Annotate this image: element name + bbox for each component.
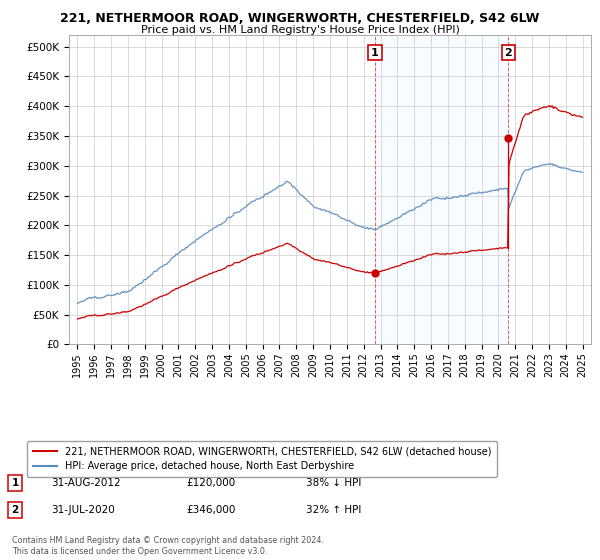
- Text: 2: 2: [11, 505, 19, 515]
- Text: Contains HM Land Registry data © Crown copyright and database right 2024.
This d: Contains HM Land Registry data © Crown c…: [12, 536, 324, 556]
- Text: 221, NETHERMOOR ROAD, WINGERWORTH, CHESTERFIELD, S42 6LW: 221, NETHERMOOR ROAD, WINGERWORTH, CHEST…: [61, 12, 539, 25]
- Text: Price paid vs. HM Land Registry's House Price Index (HPI): Price paid vs. HM Land Registry's House …: [140, 25, 460, 35]
- Text: £346,000: £346,000: [186, 505, 235, 515]
- Text: 2: 2: [505, 48, 512, 58]
- Legend: 221, NETHERMOOR ROAD, WINGERWORTH, CHESTERFIELD, S42 6LW (detached house), HPI: : 221, NETHERMOOR ROAD, WINGERWORTH, CHEST…: [27, 441, 497, 477]
- Text: £120,000: £120,000: [186, 478, 235, 488]
- Bar: [375, 35, 508, 344]
- Text: 31-JUL-2020: 31-JUL-2020: [51, 505, 115, 515]
- Text: 1: 1: [371, 48, 379, 58]
- Text: 1: 1: [11, 478, 19, 488]
- Text: 38% ↓ HPI: 38% ↓ HPI: [306, 478, 361, 488]
- Text: 31-AUG-2012: 31-AUG-2012: [51, 478, 121, 488]
- Text: 32% ↑ HPI: 32% ↑ HPI: [306, 505, 361, 515]
